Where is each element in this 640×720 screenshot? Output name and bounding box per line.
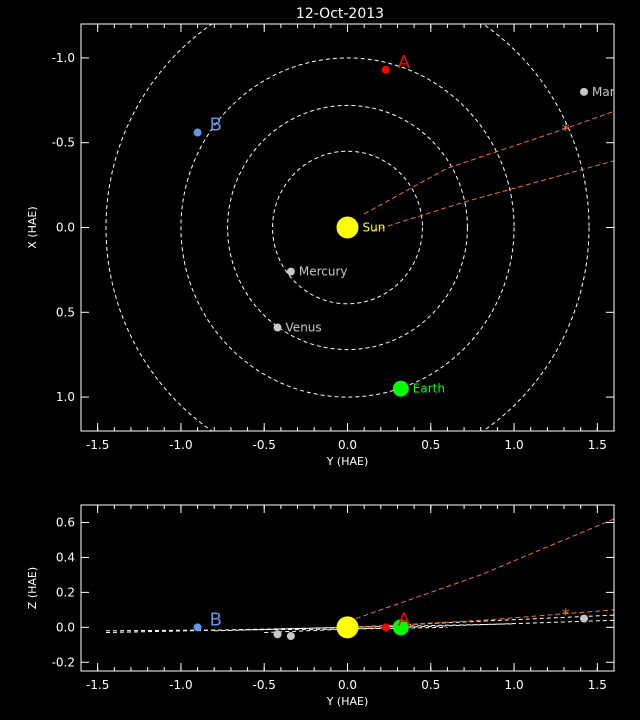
plot-area: * Sun Mercury Venus Earth Mars A B: [105, 24, 621, 431]
y-axis-label: Z (HAE): [26, 567, 39, 609]
earth-point: [392, 380, 409, 397]
earth-point: [392, 619, 409, 636]
orbit-ring: [105, 24, 590, 431]
earth-label: Earth: [413, 382, 445, 396]
orbit-line: [105, 619, 614, 632]
x-tick-label: -0.5: [253, 678, 276, 692]
y-tick-label: 1.0: [56, 390, 75, 404]
x-tick-label: 0.5: [421, 438, 440, 452]
venus-point: [273, 323, 282, 332]
trajectory-line: [355, 518, 614, 620]
x-tick-label: -1.0: [169, 438, 192, 452]
chart-title: 12-Oct-2013: [296, 6, 384, 22]
orbit-line: [105, 614, 614, 634]
x-tick-label: 0.0: [338, 678, 357, 692]
b-label: B: [210, 115, 222, 136]
x-tick-label: 1.5: [588, 438, 607, 452]
a-point: [381, 623, 390, 632]
mercury-point: [286, 632, 295, 641]
orbit-ring: [272, 150, 423, 305]
b-point: [193, 128, 202, 137]
y-tick-label: 0.5: [56, 305, 75, 319]
orbit-ring: [180, 57, 515, 398]
x-tick-label: 1.0: [505, 678, 524, 692]
trajectory-line: [372, 160, 614, 232]
sun-point: [336, 616, 359, 639]
x-tick-label: 1.0: [505, 438, 524, 452]
x-axis-label: Y (HAE): [326, 455, 369, 468]
y-tick-label: 0.4: [56, 550, 75, 564]
top-panel-xy-plane: * Sun Mercury Venus Earth Mars A B -1.5 -1.0 -0.5 0…: [26, 23, 621, 468]
venus-label: Venus: [286, 321, 322, 335]
y-tick-label: 0.6: [56, 515, 75, 529]
x-tick-label: -1.0: [169, 678, 192, 692]
mars-point: [580, 87, 589, 96]
bottom-panel-yz-plane: * A B -1.5 -1.0 -0.5 0.0 0.5 1.0 1.5 -0.2 0.0 0.2 0.4…: [26, 504, 615, 708]
x-axis-label: Y (HAE): [326, 695, 369, 708]
plot-area: * A B: [105, 518, 614, 641]
mars-point: [580, 614, 589, 623]
b-label: B: [210, 609, 222, 630]
y-tick-label: 0.0: [56, 221, 75, 235]
b-point: [193, 623, 202, 632]
star-marker: *: [562, 604, 570, 623]
y-tick-label: -1.0: [52, 51, 75, 65]
mercury-label: Mercury: [299, 265, 348, 279]
sun-label: Sun: [363, 221, 386, 235]
x-tick-label: 1.5: [588, 678, 607, 692]
x-tick-label: -1.5: [86, 438, 109, 452]
x-tick-label: -1.5: [86, 678, 109, 692]
y-tick-label: -0.5: [52, 136, 75, 150]
sun-point: [336, 216, 359, 239]
y-axis-label: X (HAE): [26, 206, 39, 248]
venus-point: [273, 630, 282, 639]
y-tick-label: 0.0: [56, 620, 75, 634]
axis-frame: [80, 504, 615, 672]
x-tick-label: -0.5: [253, 438, 276, 452]
mars-label: Mars: [592, 85, 621, 99]
trajectory-line: [363, 110, 614, 215]
mercury-point: [286, 267, 295, 276]
a-point: [381, 65, 390, 74]
orbit-line: [264, 626, 448, 634]
a-label: A: [398, 52, 411, 73]
star-marker: *: [562, 120, 570, 139]
y-tick-label: -0.2: [52, 655, 75, 669]
orbit-ring: [227, 104, 468, 351]
x-tick-label: 0.0: [338, 438, 357, 452]
a-label: A: [398, 609, 411, 630]
y-tick-label: 0.2: [56, 585, 75, 599]
x-tick-label: 0.5: [421, 678, 440, 692]
